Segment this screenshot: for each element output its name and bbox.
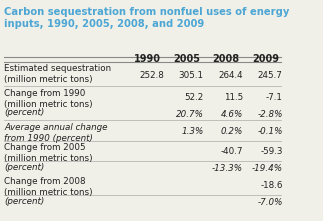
Text: 2005: 2005 [173,54,200,64]
Text: Average annual change
from 1990 (percent): Average annual change from 1990 (percent… [4,122,108,143]
Text: -0.1%: -0.1% [257,127,283,136]
Text: -2.8%: -2.8% [257,110,283,119]
Text: -59.3: -59.3 [260,147,283,156]
Text: 1990: 1990 [133,54,161,64]
Text: -18.6: -18.6 [260,181,283,190]
Text: Change from 2005
(million metric tons): Change from 2005 (million metric tons) [4,143,93,163]
Text: 20.7%: 20.7% [175,110,203,119]
Text: -40.7: -40.7 [221,147,243,156]
Text: 264.4: 264.4 [218,70,243,80]
Text: 252.8: 252.8 [139,70,164,80]
Text: 52.2: 52.2 [184,93,203,102]
Text: (percent): (percent) [4,163,45,172]
Text: Change from 2008
(million metric tons): Change from 2008 (million metric tons) [4,177,93,197]
Text: 1.3%: 1.3% [181,127,203,136]
Text: 4.6%: 4.6% [221,110,243,119]
Text: 2008: 2008 [213,54,240,64]
Text: (percent): (percent) [4,197,45,206]
Text: 2009: 2009 [252,54,279,64]
Text: Estimated sequestration
(million metric tons): Estimated sequestration (million metric … [4,64,111,84]
Text: -13.3%: -13.3% [212,164,243,173]
Text: -7.1: -7.1 [266,93,283,102]
Text: Change from 1990
(million metric tons): Change from 1990 (million metric tons) [4,89,93,109]
Text: 0.2%: 0.2% [221,127,243,136]
Text: Carbon sequestration from nonfuel uses of energy
inputs, 1990, 2005, 2008, and 2: Carbon sequestration from nonfuel uses o… [4,7,290,29]
Text: 11.5: 11.5 [224,93,243,102]
Text: -19.4%: -19.4% [252,164,283,173]
Text: 305.1: 305.1 [179,70,203,80]
Text: 245.7: 245.7 [258,70,283,80]
Text: -7.0%: -7.0% [257,198,283,207]
Text: (percent): (percent) [4,108,45,117]
